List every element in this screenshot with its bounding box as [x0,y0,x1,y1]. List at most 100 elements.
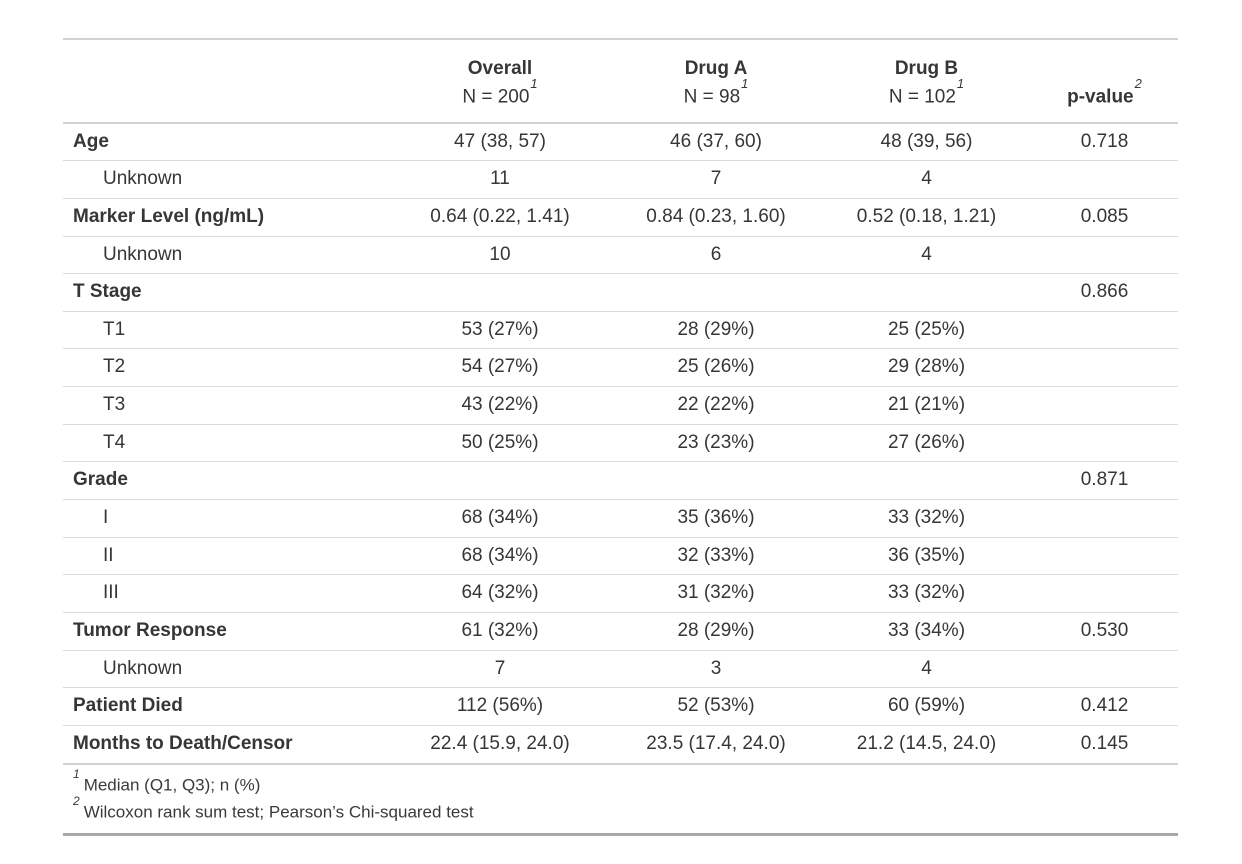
cell-drug-b: 21 (21%) [822,386,1031,425]
cell-p-value: 0.085 [1031,198,1178,237]
footnote-marker: 1 [73,766,80,781]
cell-p-value: 0.145 [1031,725,1178,765]
cell-p-value [1031,574,1178,613]
cell-drug-a: 46 (37, 60) [610,122,822,162]
column-header-overall: Overall N = 2001 [390,39,610,123]
cell-drug-b: 33 (34%) [822,612,1031,651]
cell-drug-b [822,461,1031,501]
row-label: Unknown [63,236,390,275]
table-row: Tumor Response 61 (32%) 28 (29%) 33 (34%) 0.… [63,612,1178,651]
cell-drug-a: 25 (26%) [610,348,822,388]
footnote-row: 2Wilcoxon rank sum test; Pearson’s Chi-s… [63,794,1178,836]
column-n: N = 200 [462,85,530,107]
table-row: Patient Died 112 (56%) 52 (53%) 60 (59%) 0.4… [63,687,1178,726]
cell-p-value [1031,311,1178,350]
row-label: Patient Died [63,687,390,726]
cell-drug-a: 31 (32%) [610,574,822,613]
row-label: T1 [63,311,390,350]
row-label: T2 [63,348,390,388]
cell-drug-b: 4 [822,160,1031,199]
table-row: T Stage 0.866 [63,273,1178,312]
row-label: T3 [63,386,390,425]
cell-drug-b: 0.52 (0.18, 1.21) [822,198,1031,237]
cell-p-value [1031,424,1178,463]
footnote: 1Median (Q1, Q3); n (%) [63,762,1178,799]
cell-overall: 53 (27%) [390,311,610,350]
table-row: III 64 (32%) 31 (32%) 33 (32%) [63,574,1178,613]
row-label: I [63,499,390,538]
cell-drug-b: 25 (25%) [822,311,1031,350]
table-row: Grade 0.871 [63,461,1178,501]
cell-p-value: 0.412 [1031,687,1178,726]
footnote-marker: 2 [73,794,80,809]
cell-drug-a: 28 (29%) [610,311,822,350]
table-row: Age 47 (38, 57) 46 (37, 60) 48 (39, 56) 0.71… [63,122,1178,162]
cell-drug-b: 29 (28%) [822,348,1031,388]
column-n: N = 98 [683,85,741,107]
cell-drug-a: 7 [610,160,822,199]
cell-p-value [1031,386,1178,425]
cell-drug-a: 32 (33%) [610,537,822,576]
column-title: Drug A [684,58,748,79]
table-body: Age 47 (38, 57) 46 (37, 60) 48 (39, 56) 0.71… [63,122,1178,765]
cell-drug-b [822,273,1031,312]
cell-p-value [1031,160,1178,199]
cell-overall [390,273,610,312]
column-title: p-value [1067,85,1134,107]
cell-drug-b: 48 (39, 56) [822,122,1031,162]
cell-drug-a: 6 [610,236,822,275]
row-label: Unknown [63,650,390,689]
table-row: Unknown 7 3 4 [63,650,1178,689]
table-row: Unknown 10 6 4 [63,236,1178,275]
column-n: N = 102 [888,85,956,107]
cell-overall: 68 (34%) [390,537,610,576]
table-row: Months to Death/Censor 22.4 (15.9, 24.0) 2… [63,725,1178,765]
row-label: T4 [63,424,390,463]
row-label: T Stage [63,273,390,312]
cell-drug-a: 0.84 (0.23, 1.60) [610,198,822,237]
table-row: Marker Level (ng/mL) 0.64 (0.22, 1.41) 0.8… [63,198,1178,237]
cell-p-value [1031,650,1178,689]
table-row: T3 43 (22%) 22 (22%) 21 (21%) [63,386,1178,425]
footnote-marker: 2 [1134,75,1142,91]
cell-overall: 11 [390,160,610,199]
table-header: Overall N = 2001 Drug A N = 981 Drug B N… [63,39,1178,123]
header-row: Overall N = 2001 Drug A N = 981 Drug B N… [63,39,1178,123]
footnote: 2Wilcoxon rank sum test; Pearson’s Chi-s… [63,794,1178,836]
cell-drug-a [610,461,822,501]
cell-drug-b: 27 (26%) [822,424,1031,463]
cell-p-value [1031,348,1178,388]
row-label: II [63,537,390,576]
cell-p-value: 0.718 [1031,122,1178,162]
cell-drug-b: 21.2 (14.5, 24.0) [822,725,1031,765]
summary-table: Overall N = 2001 Drug A N = 981 Drug B N… [63,38,1178,836]
cell-drug-a: 52 (53%) [610,687,822,726]
column-header-p-value: p-value2 [1031,39,1178,123]
cell-overall [390,461,610,501]
cell-overall: 112 (56%) [390,687,610,726]
cell-drug-b: 33 (32%) [822,574,1031,613]
cell-p-value [1031,236,1178,275]
cell-overall: 64 (32%) [390,574,610,613]
column-header-drug-b: Drug B N = 1021 [822,39,1031,123]
cell-overall: 7 [390,650,610,689]
table-row: I 68 (34%) 35 (36%) 33 (32%) [63,499,1178,538]
cell-overall: 68 (34%) [390,499,610,538]
cell-overall: 54 (27%) [390,348,610,388]
row-label: Unknown [63,160,390,199]
cell-p-value [1031,499,1178,538]
column-title: Overall [467,58,533,79]
row-label: Tumor Response [63,612,390,651]
row-label: Grade [63,461,390,501]
cell-drug-b: 36 (35%) [822,537,1031,576]
row-label: Age [63,122,390,162]
cell-overall: 22.4 (15.9, 24.0) [390,725,610,765]
table-row: Unknown 11 7 4 [63,160,1178,199]
row-label: III [63,574,390,613]
column-title: Drug B [894,58,959,79]
cell-overall: 10 [390,236,610,275]
column-header-drug-a: Drug A N = 981 [610,39,822,123]
row-label: Months to Death/Censor [63,725,390,765]
cell-overall: 0.64 (0.22, 1.41) [390,198,610,237]
cell-p-value: 0.871 [1031,461,1178,501]
